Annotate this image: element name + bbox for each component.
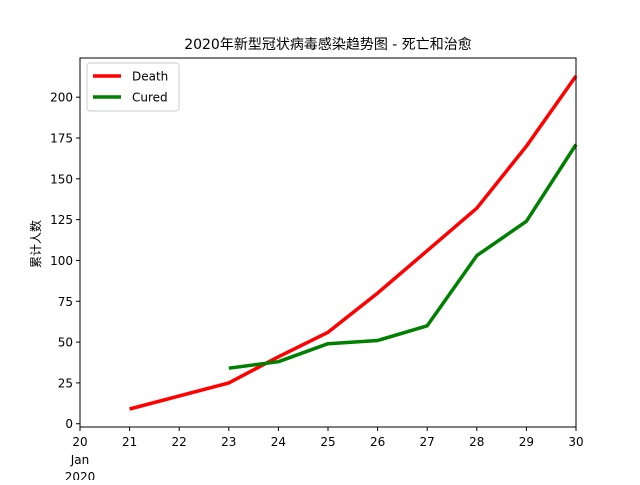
x-tick-label: 30 bbox=[568, 435, 583, 449]
y-tick-label: 200 bbox=[50, 91, 73, 105]
x-tick-label: 24 bbox=[271, 435, 286, 449]
plot-frame bbox=[79, 57, 577, 428]
x-tick-label: 25 bbox=[320, 435, 335, 449]
legend-label-cured: Cured bbox=[132, 91, 168, 105]
y-tick-label: 175 bbox=[50, 132, 73, 146]
x-tick-label: 26 bbox=[370, 435, 385, 449]
chart-title: 2020年新型冠状病毒感染趋势图 - 死亡和治愈 bbox=[184, 36, 472, 53]
x-tick-label: 29 bbox=[519, 435, 534, 449]
legend: Death Cured bbox=[86, 62, 180, 112]
x-tick-sublabel: Jan bbox=[70, 453, 90, 467]
y-tick-label: 150 bbox=[50, 172, 73, 186]
y-axis-ticks: 0 25 50 75 100 125 150 175 200 bbox=[50, 91, 80, 431]
y-axis-label: 累计人数 bbox=[28, 220, 43, 268]
legend-label-death: Death bbox=[132, 70, 168, 84]
series-line-death bbox=[129, 74, 578, 411]
y-tick-label: 75 bbox=[58, 295, 73, 309]
y-tick-label: 50 bbox=[58, 336, 73, 350]
series-line-cured bbox=[228, 143, 578, 370]
x-tick-label: 21 bbox=[122, 435, 137, 449]
x-tick-label: 28 bbox=[469, 435, 484, 449]
series-layer bbox=[129, 74, 578, 411]
x-tick-label: 22 bbox=[172, 435, 187, 449]
x-tick-sublabel: 2020 bbox=[65, 470, 96, 480]
x-axis-ticks: 20 21 22 23 24 25 26 27 28 29 30 Jan 2020 bbox=[65, 427, 584, 484]
x-tick-label: 20 bbox=[72, 435, 87, 449]
y-tick-label: 25 bbox=[58, 376, 73, 390]
x-tick-label: 23 bbox=[221, 435, 236, 449]
y-tick-label: 100 bbox=[50, 254, 73, 268]
y-tick-label: 0 bbox=[65, 417, 73, 431]
y-tick-label: 125 bbox=[50, 213, 73, 227]
x-tick-label: 27 bbox=[420, 435, 435, 449]
